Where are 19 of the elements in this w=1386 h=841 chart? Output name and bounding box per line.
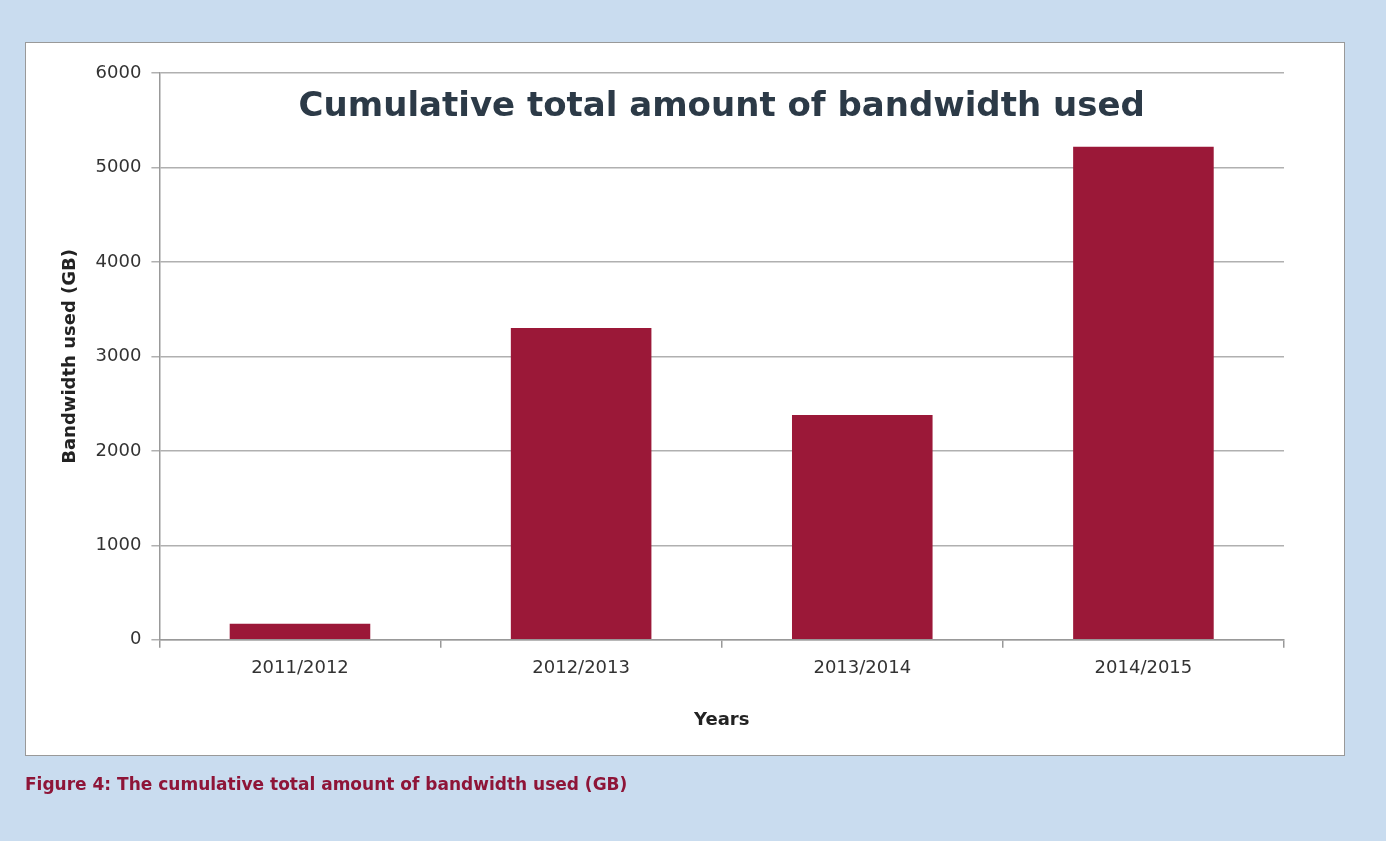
x-tick-label: 2014/2015 xyxy=(1094,656,1193,678)
y-tick-label: 1000 xyxy=(95,533,142,555)
bar xyxy=(791,414,933,640)
bar xyxy=(229,623,371,640)
y-tick-label: 5000 xyxy=(95,155,142,177)
y-tick-label: 3000 xyxy=(95,344,142,366)
bar xyxy=(1073,146,1214,640)
x-axis-title: Years xyxy=(693,707,750,729)
bar xyxy=(510,328,652,640)
x-tick-label: 2012/2013 xyxy=(532,656,630,678)
x-tick-label: 2011/2012 xyxy=(251,656,349,678)
chart-title: Cumulative total amount of bandwidth used xyxy=(298,83,1145,124)
y-tick-label: 0 xyxy=(129,627,142,649)
caption: Figure 4: The cumulative total amount of bandwidth used (GB) xyxy=(25,774,628,794)
y-axis-title: Bandwidth used (GB) xyxy=(58,249,80,464)
x-tick-label: 2013/2014 xyxy=(813,656,912,678)
y-tick-label: 4000 xyxy=(95,249,142,271)
y-tick-label: 2000 xyxy=(95,438,142,460)
y-tick-label: 6000 xyxy=(95,60,142,82)
